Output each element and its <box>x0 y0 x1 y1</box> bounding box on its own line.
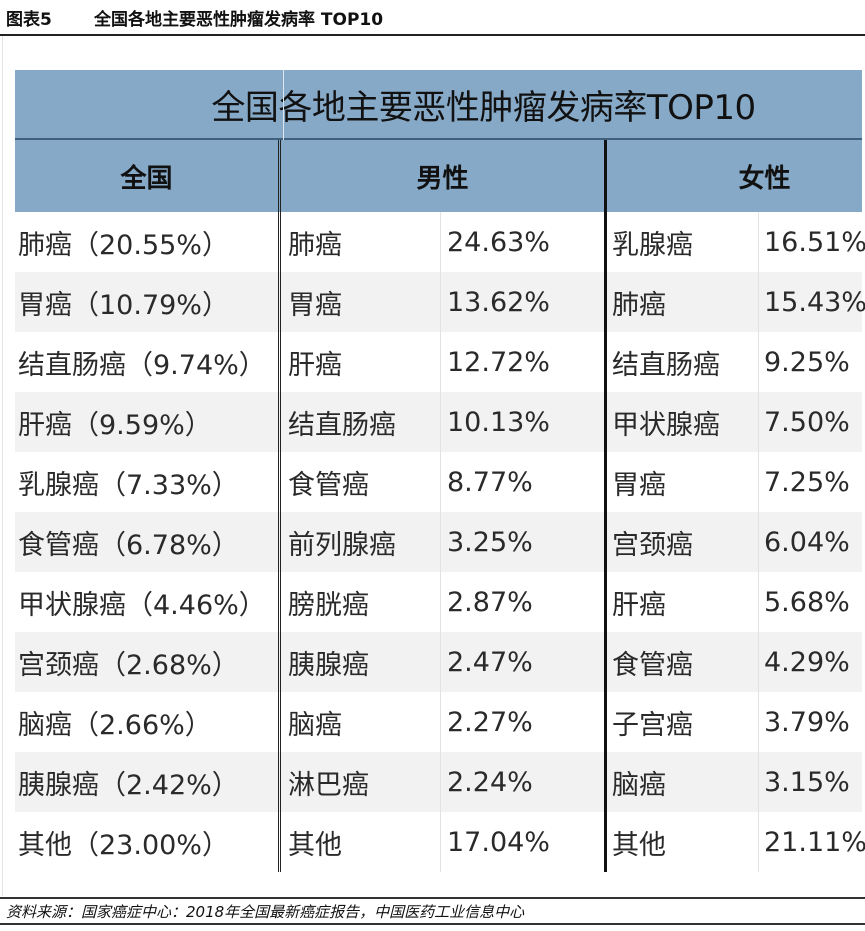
national-cell: 宫颈癌（2.68%） <box>15 632 281 692</box>
female-rate: 7.25% <box>764 466 850 498</box>
table-row: 脑癌（2.66%） 脑癌 2.27% 子宫癌 3.79% <box>15 692 862 752</box>
national-cell: 胃癌（10.79%） <box>15 272 281 332</box>
table-row: 其他（23.00%） 其他 17.04% 其他 21.11% <box>15 812 865 872</box>
table-row: 胰腺癌（2.42%） 淋巴癌 2.24% 脑癌 3.15% <box>15 752 862 812</box>
figure-header: 图表5 全国各地主要恶性肿瘤发病率 TOP10 <box>0 0 865 36</box>
male-cancer-name: 脑癌 <box>281 692 441 752</box>
female-rate: 16.51% <box>764 226 865 258</box>
figure-title: 全国各地主要恶性肿瘤发病率 TOP10 <box>94 9 384 30</box>
male-rate: 17.04% <box>441 812 607 872</box>
male-rate: 2.27% <box>441 692 607 752</box>
female-rate: 5.68% <box>764 586 850 618</box>
national-cell: 胰腺癌（2.42%） <box>15 752 281 812</box>
male-cancer-name: 肝癌 <box>281 332 441 392</box>
table-row: 肝癌（9.59%） 结直肠癌 10.13% 甲状腺癌 7.50% <box>15 392 862 452</box>
column-headers: 全国 男性 女性 <box>15 140 862 212</box>
female-cancer-name: 肺癌 <box>607 272 759 332</box>
table-row: 乳腺癌（7.33%） 食管癌 8.77% 胃癌 7.25% <box>15 452 862 512</box>
male-cancer-name: 其他 <box>281 812 441 872</box>
national-cell: 结直肠癌（9.74%） <box>15 332 281 392</box>
national-cell: 食管癌（6.78%） <box>15 512 281 572</box>
male-cancer-name: 膀胱癌 <box>281 572 441 632</box>
incidence-table: 全国各地主要恶性肿瘤发病率TOP10 全国 男性 女性 肺癌（20.55%） 肺… <box>15 70 865 872</box>
national-cell: 肝癌（9.59%） <box>15 392 281 452</box>
female-cancer-name: 子宫癌 <box>607 692 759 752</box>
male-rate: 2.87% <box>441 572 607 632</box>
male-rate: 3.25% <box>441 512 607 572</box>
national-cell: 脑癌（2.66%） <box>15 692 281 752</box>
female-rate: 6.04% <box>764 526 850 558</box>
female-rate: 4.29% <box>764 646 850 678</box>
male-cancer-name: 胃癌 <box>281 272 441 332</box>
male-rate: 2.24% <box>441 752 607 812</box>
male-cancer-name: 前列腺癌 <box>281 512 441 572</box>
table-row: 结直肠癌（9.74%） 肝癌 12.72% 结直肠癌 9.25% <box>15 332 862 392</box>
national-cell: 肺癌（20.55%） <box>15 212 281 272</box>
male-cancer-name: 胰腺癌 <box>281 632 441 692</box>
female-rate: 9.25% <box>764 346 850 378</box>
female-cancer-name: 甲状腺癌 <box>607 392 759 452</box>
female-rate: 15.43% <box>764 286 865 318</box>
table-row: 食管癌（6.78%） 前列腺癌 3.25% 宫颈癌 6.04% <box>15 512 862 572</box>
male-rate: 10.13% <box>441 392 607 452</box>
source-note: 资料来源：国家癌症中心：2018年全国最新癌症报告，中国医药工业信息中心 <box>0 897 865 925</box>
male-cancer-name: 肺癌 <box>281 212 441 272</box>
left-border-line <box>2 36 3 896</box>
table-banner-title: 全国各地主要恶性肿瘤发病率TOP10 <box>211 87 756 128</box>
female-rate: 21.11% <box>764 826 865 858</box>
column-header-national: 全国 <box>15 140 281 212</box>
table-row: 胃癌（10.79%） 胃癌 13.62% 肺癌 15.43% <box>15 272 865 332</box>
table-banner: 全国各地主要恶性肿瘤发病率TOP10 <box>15 70 862 140</box>
male-cancer-name: 食管癌 <box>281 452 441 512</box>
female-rate: 7.50% <box>764 406 850 438</box>
male-rate: 8.77% <box>441 452 607 512</box>
female-cancer-name: 食管癌 <box>607 632 759 692</box>
female-rate: 3.79% <box>764 706 850 738</box>
female-cancer-name: 结直肠癌 <box>607 332 759 392</box>
figure-label: 图表5 <box>6 9 52 30</box>
female-rate: 3.15% <box>764 766 850 798</box>
male-cancer-name: 结直肠癌 <box>281 392 441 452</box>
national-cell: 甲状腺癌（4.46%） <box>15 572 281 632</box>
table-body: 肺癌（20.55%） 肺癌 24.63% 乳腺癌 16.51% 胃癌（10.79… <box>15 212 865 872</box>
column-header-male: 男性 <box>281 140 607 212</box>
table-row: 甲状腺癌（4.46%） 膀胱癌 2.87% 肝癌 5.68% <box>15 572 862 632</box>
national-cell: 其他（23.00%） <box>15 812 281 872</box>
female-cancer-name: 胃癌 <box>607 452 759 512</box>
male-rate: 12.72% <box>441 332 607 392</box>
female-cancer-name: 其他 <box>607 812 759 872</box>
female-cancer-name: 脑癌 <box>607 752 759 812</box>
table-row: 肺癌（20.55%） 肺癌 24.63% 乳腺癌 16.51% <box>15 212 865 272</box>
national-cell: 乳腺癌（7.33%） <box>15 452 281 512</box>
male-cancer-name: 淋巴癌 <box>281 752 441 812</box>
female-cancer-name: 乳腺癌 <box>607 212 759 272</box>
banner-divider-tick <box>283 70 284 140</box>
column-header-female: 女性 <box>738 163 791 194</box>
male-rate: 24.63% <box>441 212 607 272</box>
male-rate: 13.62% <box>441 272 607 332</box>
male-rate: 2.47% <box>441 632 607 692</box>
female-cancer-name: 肝癌 <box>607 572 759 632</box>
female-cancer-name: 宫颈癌 <box>607 512 759 572</box>
table-row: 宫颈癌（2.68%） 胰腺癌 2.47% 食管癌 4.29% <box>15 632 862 692</box>
